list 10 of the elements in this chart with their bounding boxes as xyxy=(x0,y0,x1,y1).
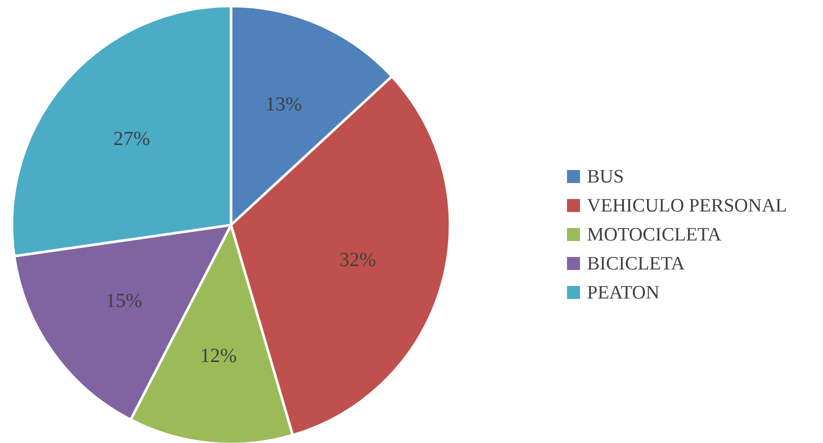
legend-label: PEATON xyxy=(587,282,660,304)
data-label: 15% xyxy=(106,290,142,312)
data-label: 13% xyxy=(265,94,302,116)
legend-label: MOTOCICLETA xyxy=(587,224,722,246)
legend-label: BUS xyxy=(587,166,624,188)
legend-label: VEHICULO PERSONAL xyxy=(587,196,788,216)
data-label: 32% xyxy=(339,249,376,272)
data-label: 12% xyxy=(200,344,237,367)
legend-label: BICICLETA xyxy=(587,254,685,274)
data-label: 27% xyxy=(113,128,150,150)
